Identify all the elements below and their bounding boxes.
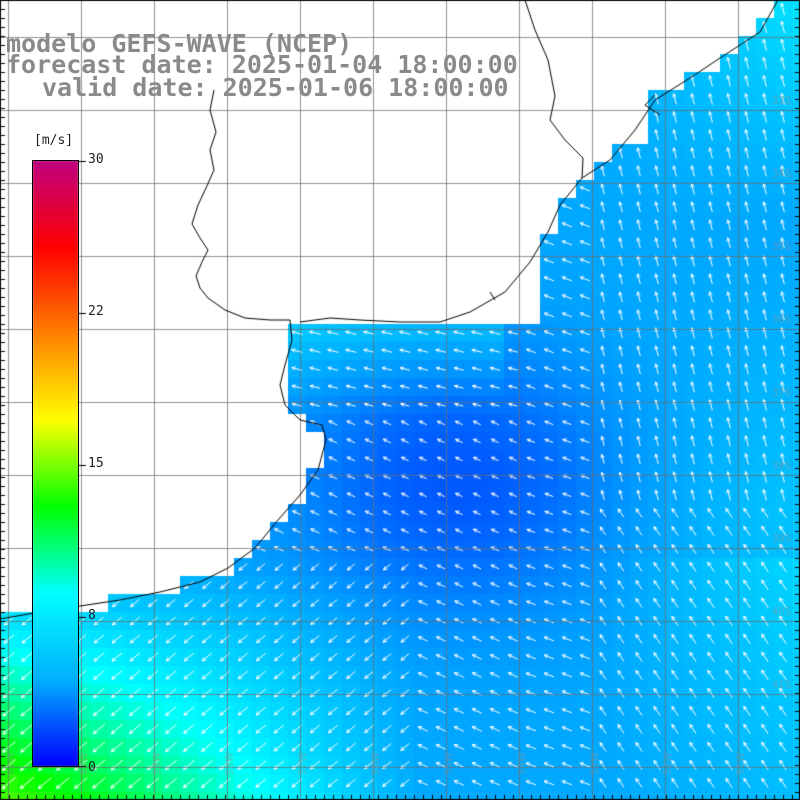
colorbar-tick-15: 15 [88,456,104,471]
colorbar-tick-30: 30 [88,152,104,167]
colorbar-tick-0: 0 [88,760,96,775]
valid-date: valid date: 2025-01-06 18:00:00 [42,73,509,102]
model-title: modelo GEFS-WAVE (NCEP) [6,29,353,58]
colorbar-tick-8: 8 [88,608,96,623]
colorbar-tick-22: 22 [88,304,104,319]
colorbar-unit: [m/s] [34,133,74,148]
colorbar [32,160,79,767]
forecast-date: forecast date: 2025-01-04 18:00:00 [6,50,518,79]
